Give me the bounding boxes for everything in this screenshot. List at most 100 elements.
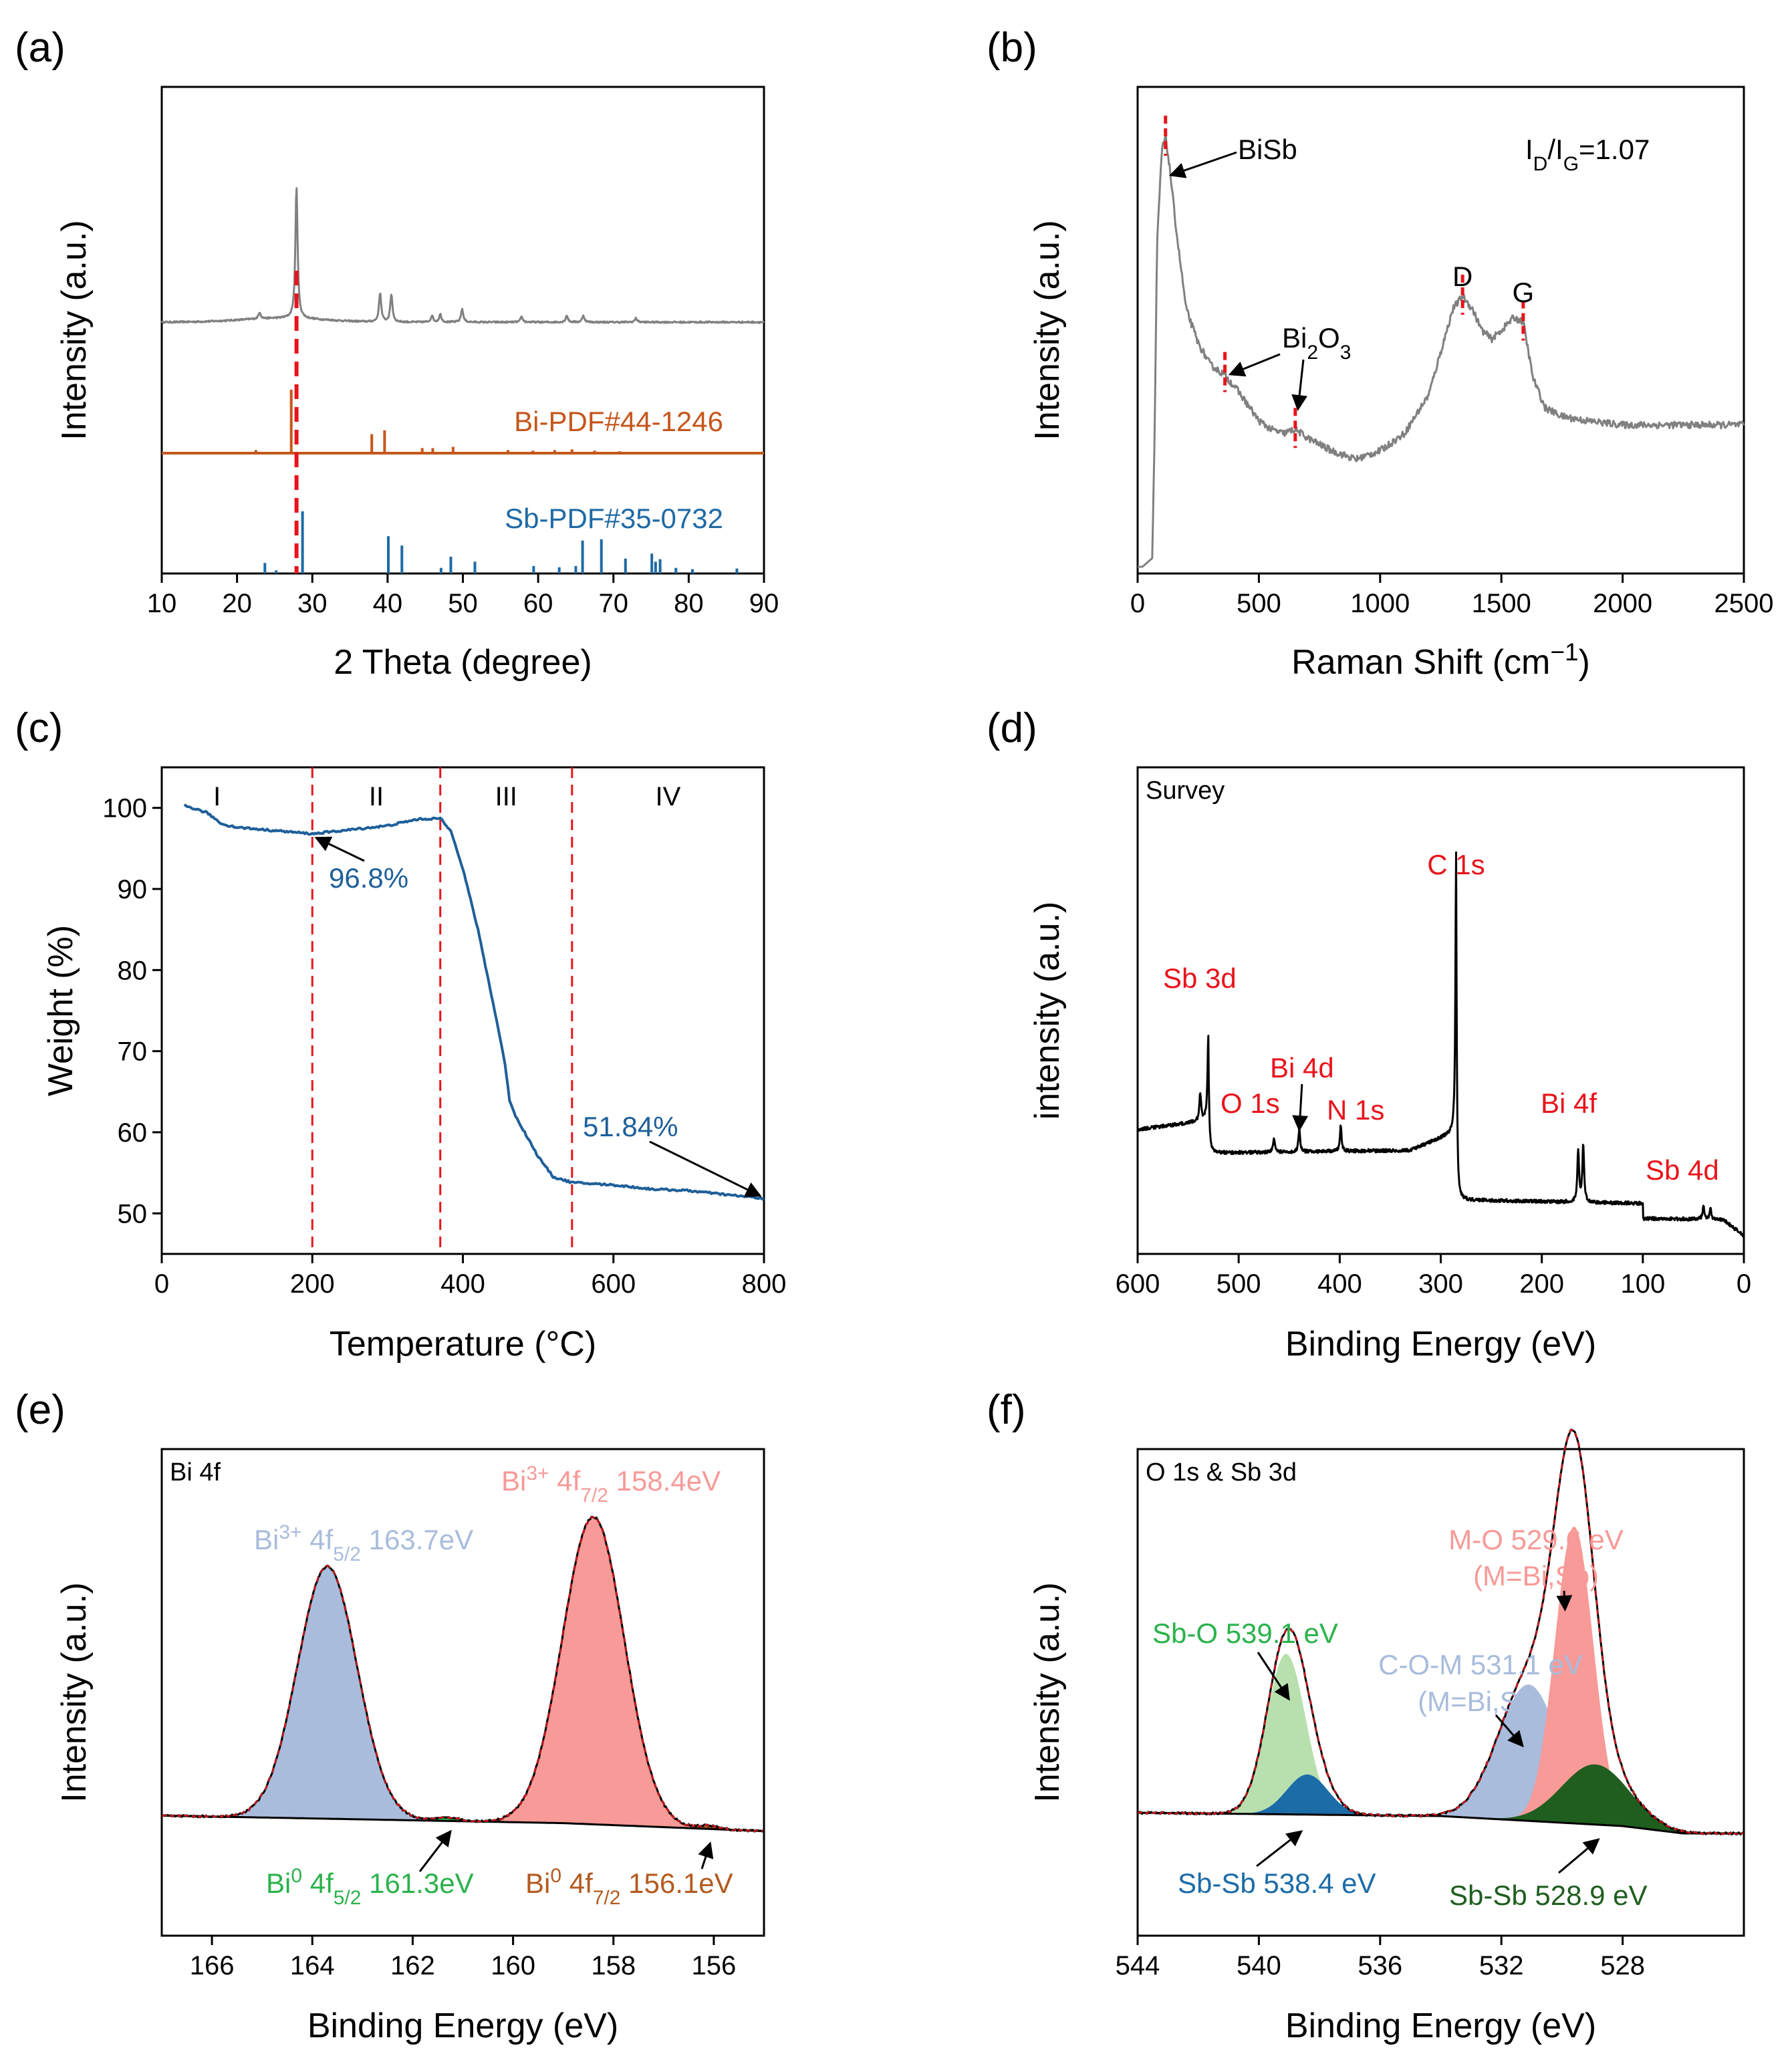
o1s-label-sbsb-538: Sb-Sb 538.4 eV: [1178, 1868, 1376, 1899]
tga-curve: [183, 803, 765, 1201]
survey-label-n1s: N 1s: [1327, 1094, 1384, 1126]
y-axis-label-e: Intensity (a.u.): [55, 1582, 94, 1802]
x-axis-label-e: Binding Energy (eV): [307, 2007, 618, 2045]
x-axis-label-a: 2 Theta (degree): [334, 643, 592, 682]
survey-label-c1s: C 1s: [1427, 849, 1485, 880]
x-tick-label-f-532: 532: [1479, 1951, 1524, 1980]
panel-b-raman: 0 500 1000 1500 2000 2500 Raman Shift (cm−1) In…: [1028, 86, 1774, 682]
raman-label-bi2o3-part-2: O: [1318, 322, 1340, 354]
panel-letter-f: (f): [987, 1387, 1026, 1433]
bi4f-label-bi0-72-part-1: 0: [550, 1865, 561, 1887]
bi4f-label-bi3-52-part-4: 163.7eV: [361, 1524, 473, 1555]
y-axis-label-a: Intensity (a.u.): [55, 220, 94, 440]
x-tick-label-b-0: 0: [1130, 589, 1145, 618]
x-tick-label-b-2500: 2500: [1714, 589, 1774, 618]
x-tick-label-c-400: 400: [440, 1269, 485, 1299]
y-axis-label-d: intensity (a.u.): [1028, 902, 1067, 1120]
panel-letter-a: (a): [15, 25, 66, 71]
tga-arrow-51-84: [649, 1140, 762, 1197]
bi4f-arrow-bi0-52: [418, 1829, 452, 1872]
x-tick-label-c-800: 800: [742, 1269, 787, 1299]
bi4f-label-bi3-72-part-0: Bi: [501, 1465, 526, 1497]
bi4f-label-bi0-72-part-4: 156.1eV: [620, 1868, 733, 1899]
x-tick-label-f-540: 540: [1237, 1951, 1281, 1980]
panel-d-xps-survey: 600 500 400 300 200 100 0 Binding Energy (eV) in…: [1028, 766, 1751, 1364]
panel-c-tga: 0 200 400 600 800 50 60 70 80 90 100 Temperature (°…: [41, 766, 787, 1364]
y-tick-label-c-70: 70: [118, 1037, 148, 1067]
x-tick-label-d-500: 500: [1217, 1269, 1261, 1299]
bi4f-label-bi3-72-part-4: 158.4eV: [608, 1465, 721, 1497]
x-axis-label-b-part-1: −1: [1550, 638, 1578, 666]
tga-region-label-I: I: [213, 782, 221, 811]
survey-label-o1s: O 1s: [1221, 1087, 1280, 1119]
x-tick-label-e-158: 158: [591, 1951, 636, 1980]
x-tick-label-a-30: 30: [297, 589, 328, 618]
x-tick-label-e-164: 164: [290, 1951, 335, 1980]
raman-label-id-ig-part-3: G: [1563, 153, 1579, 175]
x-axis-label-b-part-0: Raman Shift (cm: [1291, 643, 1550, 682]
x-tick-label-e-162: 162: [390, 1951, 435, 1980]
o1s-label-mo-2: (M=Bi,Sb): [1473, 1560, 1599, 1591]
x-tick-label-a-90: 90: [749, 589, 779, 618]
x-tick-label-e-160: 160: [491, 1951, 535, 1980]
x-axis-label-b: Raman Shift (cm−1): [1291, 638, 1590, 682]
raman-label-bi2o3-part-1: 2: [1307, 342, 1318, 364]
survey-label-sb3d: Sb 3d: [1163, 962, 1237, 994]
panel-a-xrd: 10 20 30 40 50 60 70 80 90 2 Theta (degree) Intens…: [55, 86, 779, 682]
bi4f-label-bi0-52-part-2: 4f: [302, 1868, 334, 1899]
o1s-component-1: [1138, 1774, 1744, 1833]
o1s-component-0: [1138, 1654, 1744, 1833]
x-tick-label-d-300: 300: [1418, 1269, 1463, 1299]
o1s-label-com-2: (M=Bi,Sb): [1418, 1686, 1543, 1717]
bi-pdf-label: Bi-PDF#44-1246: [514, 406, 723, 437]
raman-arrow-bi2o3-2: [1291, 359, 1308, 411]
bi4f-background: [161, 1814, 765, 1833]
x-tick-label-f-528: 528: [1600, 1951, 1645, 1980]
bi4f-label-bi3-72-part-2: 4f: [549, 1465, 581, 1497]
survey-label-bi4d: Bi 4d: [1270, 1052, 1334, 1083]
o1s-component-3: [1138, 1527, 1744, 1833]
y-tick-label-c-80: 80: [118, 956, 148, 985]
x-tick-label-b-1500: 1500: [1472, 589, 1531, 618]
o1s-component-4: [1138, 1764, 1744, 1833]
x-tick-label-c-200: 200: [290, 1269, 335, 1299]
o1s-arrow-sbsb-538: [1256, 1830, 1303, 1868]
panel-letter-d: (d): [987, 705, 1037, 751]
raman-label-id-ig-part-1: D: [1533, 153, 1548, 175]
axes-frame-c: [160, 766, 765, 1255]
y-axis-label-c: Weight (%): [41, 925, 80, 1096]
x-axis-label-b-part-2: ): [1579, 643, 1590, 682]
x-tick-label-a-40: 40: [373, 589, 403, 618]
x-tick-label-d-600: 600: [1116, 1269, 1160, 1299]
bi4f-arrow-bi0-72: [698, 1841, 714, 1870]
bi4f-label-bi0-72-part-2: 4f: [561, 1868, 593, 1899]
panel-letter-b: (b): [987, 25, 1037, 71]
tga-label-51-84: 51.84%: [583, 1111, 678, 1142]
axes-frame-b: [1136, 86, 1745, 575]
tga-region-label-IV: IV: [656, 782, 681, 811]
raman-arrow-bisb: [1168, 151, 1237, 178]
o1s-arrow-com: [1495, 1714, 1524, 1748]
raman-label-bisb: BiSb: [1238, 134, 1297, 165]
o1s-arrow-mo: [1556, 1590, 1573, 1612]
x-tick-label-a-50: 50: [448, 589, 478, 618]
o1s-arrow-sbsb-529: [1558, 1838, 1600, 1874]
bi4f-component-0: [162, 1566, 763, 1831]
bi4f-label-bi0-52-part-1: 0: [291, 1865, 302, 1887]
raman-label-bi2o3: Bi2O3: [1282, 322, 1351, 364]
o1s-background: [1137, 1811, 1741, 1835]
tga-label-96-8: 96.8%: [329, 862, 408, 894]
bi4f-label-bi3-72-part-1: 3+: [526, 1462, 549, 1485]
bi4f-label-bi3-52: Bi3+ 4f5/2 163.7eV: [254, 1521, 473, 1565]
raman-label-id-ig: ID/IG=1.07: [1525, 134, 1650, 175]
panel-title-o1s-sb3d: O 1s & Sb 3d: [1146, 1458, 1297, 1487]
bi4f-data-line: [161, 1515, 764, 1833]
x-tick-label-a-80: 80: [674, 589, 704, 618]
y-tick-label-c-50: 50: [118, 1199, 148, 1229]
x-tick-label-a-10: 10: [147, 589, 177, 618]
survey-label-sb4d: Sb 4d: [1646, 1154, 1719, 1186]
x-tick-label-a-60: 60: [523, 589, 553, 618]
tga-arrow-96-8: [314, 836, 365, 862]
sb-pdf-label: Sb-PDF#35-0732: [505, 503, 723, 534]
bi4f-label-bi0-52-part-3: 5/2: [334, 1887, 362, 1909]
